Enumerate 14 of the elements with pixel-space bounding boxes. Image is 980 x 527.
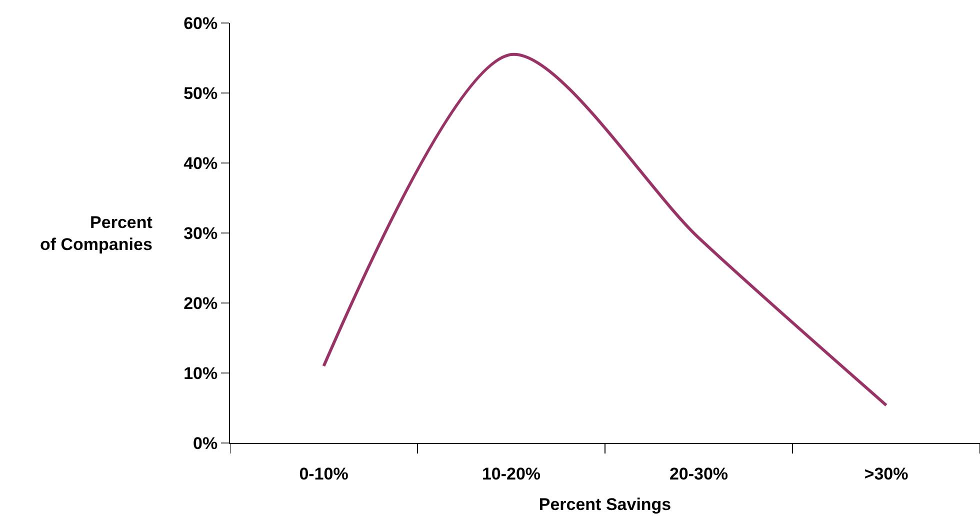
x-tick-label: 10-20% [482,464,541,484]
y-tick-label: 0% [193,434,218,453]
x-axis-title: Percent Savings [538,494,672,514]
x-tick-label: 0-10% [299,464,348,484]
y-axis-title: Percent of Companies [40,213,153,254]
y-tick-label: 10% [184,364,218,383]
x-tick-label: 20-30% [669,464,728,484]
y-tick-label: 60% [184,14,218,33]
y-tick-label: 30% [184,224,218,243]
y-tick-label: 40% [184,154,218,173]
line-series [322,53,888,407]
y-tick-label: 50% [184,84,218,103]
y-tick-label: 20% [184,294,218,313]
x-tick-label: >30% [864,464,908,484]
